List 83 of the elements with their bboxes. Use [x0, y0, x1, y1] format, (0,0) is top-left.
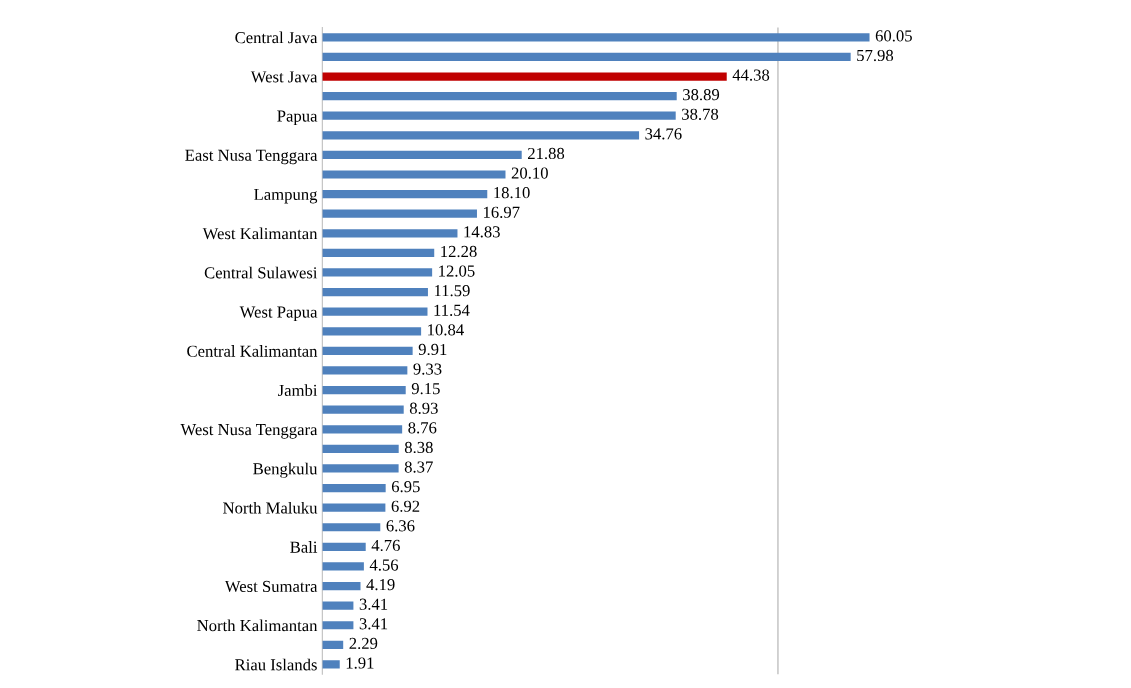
data-label: 3.41: [359, 598, 388, 610]
y-tick-label: West Papua: [239, 306, 318, 322]
bar: [322, 660, 340, 669]
data-label: 18.10: [494, 187, 530, 199]
data-label: 34.76: [645, 128, 682, 140]
data-label: 2.29: [349, 637, 378, 650]
y-tick-label: Bali: [290, 541, 318, 553]
y-tick-label: West Java: [250, 71, 318, 83]
bar: [322, 209, 477, 218]
data-label: 57.98: [857, 49, 894, 62]
data-label: 4.76: [371, 539, 400, 552]
data-label: 9.91: [418, 343, 447, 356]
bar: [322, 327, 422, 336]
bar: [322, 150, 522, 160]
bar: [322, 52, 851, 62]
data-label: 16.97: [483, 206, 520, 218]
data-label: 12.05: [439, 265, 475, 277]
bar: [322, 170, 506, 179]
bar: [322, 346, 413, 355]
y-tick-label: West Sumatra: [224, 580, 318, 593]
data-label: 6.95: [391, 481, 420, 493]
data-label: 8.93: [409, 402, 438, 414]
bar: [322, 621, 354, 630]
data-label: 8.76: [408, 422, 437, 434]
y-tick-label: Lampung: [254, 188, 318, 204]
data-label: 8.38: [404, 441, 433, 454]
y-tick-label: West Nusa Tenggara: [180, 424, 318, 439]
bar: [322, 523, 381, 532]
bar: [322, 268, 433, 277]
data-label: 3.41: [359, 618, 388, 630]
data-label: 20.10: [511, 167, 548, 179]
bar: [322, 385, 406, 395]
bar: [322, 405, 404, 414]
y-tick-label: North Maluku: [223, 501, 318, 514]
y-tick-label: Bengkulu: [253, 462, 318, 478]
bar: [322, 72, 727, 81]
y-tick-label: Central Kalimantan: [187, 345, 318, 357]
bar: [322, 307, 428, 316]
data-label: 11.59: [434, 285, 470, 297]
bar: [322, 189, 488, 199]
bar: [322, 483, 386, 493]
bar: [322, 444, 399, 453]
data-label: 14.83: [464, 226, 500, 238]
data-label: 4.56: [369, 559, 399, 571]
data-label: 9.15: [411, 383, 440, 395]
data-label: 9.33: [413, 363, 442, 375]
y-tick-label: Central Java: [235, 31, 318, 44]
data-label: 11.54: [434, 304, 470, 316]
data-label: 4.19: [366, 579, 395, 591]
bar: [322, 503, 386, 512]
y-tick-label: North Kalimantan: [197, 619, 318, 632]
bar: [322, 92, 677, 101]
bar: [322, 542, 366, 551]
y-tick-label: Central Sulawesi: [204, 266, 318, 279]
bar: [322, 131, 640, 140]
bar: [322, 33, 870, 42]
bar: [322, 425, 403, 434]
data-label: 8.37: [404, 461, 433, 473]
bar: [322, 562, 364, 571]
y-tick-label: East Nusa Tenggara: [185, 149, 318, 165]
bar: [322, 111, 676, 120]
data-label: 38.78: [682, 108, 719, 120]
y-tick-label: Riau Islands: [235, 658, 317, 671]
data-label: 38.89: [683, 89, 720, 101]
data-label: 10.84: [428, 324, 464, 336]
bar: [322, 248, 435, 258]
data-label: 21.88: [528, 147, 565, 160]
data-label: 6.92: [391, 500, 420, 512]
y-tick-label: Papua: [277, 110, 318, 126]
bar: [322, 464, 399, 473]
bar: [322, 287, 428, 297]
y-tick-label: West Kalimantan: [202, 227, 318, 240]
bar: [322, 601, 354, 610]
data-label: 44.38: [732, 69, 770, 81]
data-label: 60.05: [875, 30, 912, 42]
bar: [322, 229, 458, 238]
bar: [322, 366, 408, 375]
bar: [322, 581, 361, 591]
data-label: 6.36: [386, 520, 415, 532]
data-label: 12.28: [441, 245, 477, 258]
data-label: 1.91: [346, 657, 374, 669]
y-tick-label: Jambi: [278, 384, 318, 397]
bar: [322, 640, 344, 649]
